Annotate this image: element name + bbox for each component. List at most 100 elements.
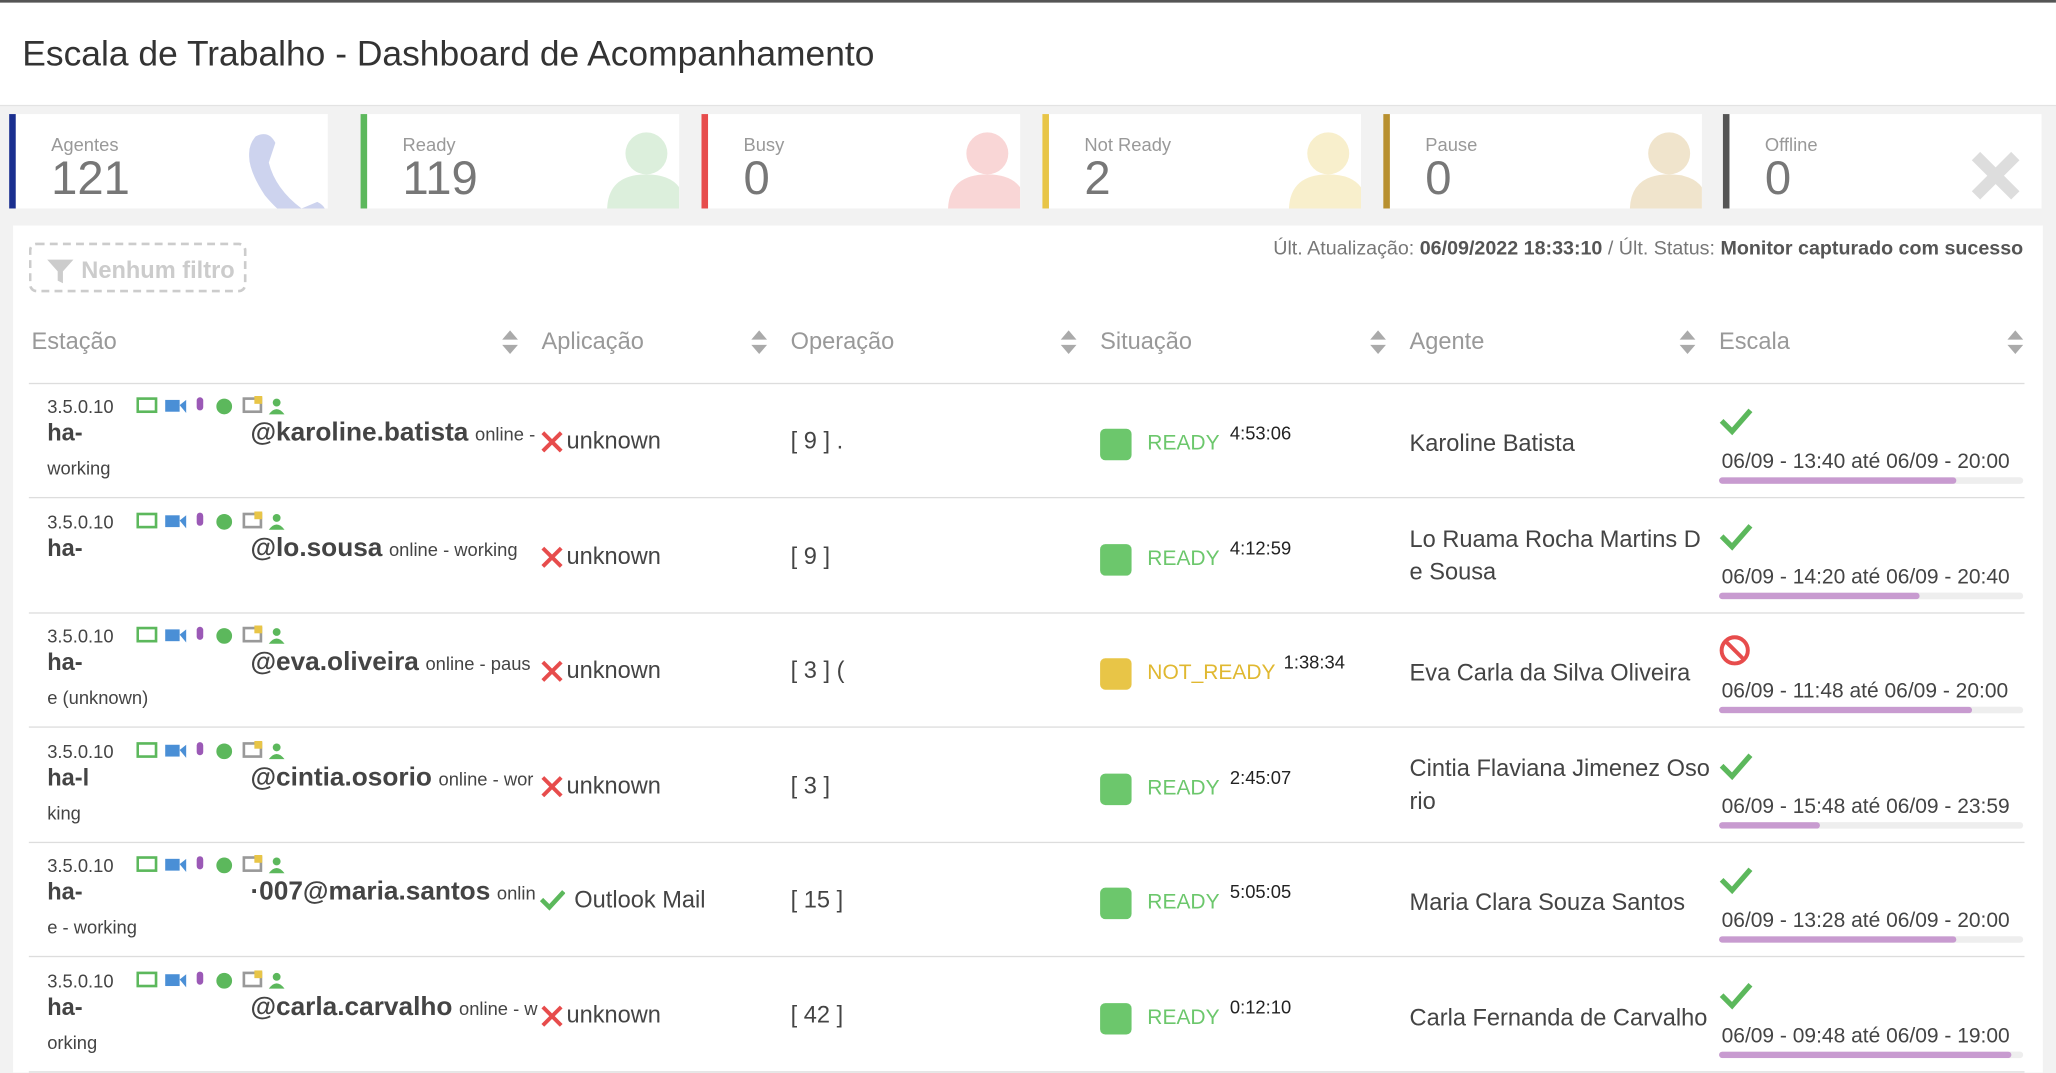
version: 3.5.0.10 — [47, 854, 114, 876]
agent: Karoline Batista — [1409, 430, 1575, 457]
sort-icon[interactable] — [1678, 328, 1696, 357]
progress-track — [1718, 1050, 2024, 1058]
station-icons — [136, 395, 285, 415]
column-header[interactable]: Agente — [1409, 327, 1485, 355]
agent: Carla Fernanda de Carvalho — [1409, 1003, 1708, 1030]
stat-card: Ready 119 — [360, 114, 680, 209]
application: unknown — [566, 1001, 661, 1028]
version: 3.5.0.10 — [47, 625, 114, 647]
station-icons — [136, 969, 285, 988]
escala-icon — [1719, 752, 1753, 780]
time: 4:12:59 — [1229, 536, 1292, 558]
situation-badge — [1100, 887, 1132, 920]
app-icon — [541, 431, 563, 453]
card-label: Busy — [743, 133, 785, 155]
progress-bar — [1718, 706, 1972, 714]
station-cell: 3.5.0.10 ha- @karoline.batista online - w… — [47, 395, 545, 494]
update-value: 06/09/2022 18:33:10 — [1419, 237, 1603, 260]
card-value: 119 — [402, 150, 478, 205]
table-row[interactable]: 3.5.0.10 ha-l @cintia.osorio online - wor… — [0, 727, 2056, 843]
station: ha- ·007@maria.santos online - working — [47, 876, 539, 944]
row-divider — [28, 955, 2025, 958]
progress-bar — [1718, 477, 1957, 484]
operation: [ 42 ] E — [790, 1001, 850, 1028]
station-icons — [136, 854, 285, 874]
escala-icon — [1719, 635, 1750, 666]
state: online - working — [388, 538, 518, 560]
agent: Lo Ruama Rocha Martins De Sousa — [1409, 525, 1701, 585]
escala: 06/09 - 14:20 até 06/09 - 20:40 — [1721, 565, 2010, 589]
sort-icon[interactable] — [1059, 328, 1077, 357]
stat-card: Agentes 121 — [9, 114, 328, 209]
stat-card: Not Ready 2 — [1042, 114, 1362, 209]
version: 3.5.0.10 — [47, 969, 114, 991]
station-icons — [136, 625, 285, 644]
sort-icon[interactable] — [2006, 328, 2024, 357]
table-row[interactable]: 3.5.0.10 ha- @carla.carvalho online - wor… — [0, 957, 2056, 1072]
time: 2:45:07 — [1229, 766, 1292, 788]
app-icon — [541, 1004, 563, 1027]
situation: NOT_READY — [1147, 662, 1276, 685]
table-row[interactable]: 3.5.0.10 ha- @karoline.batista online - w… — [0, 383, 2056, 499]
situation: READY — [1147, 432, 1220, 455]
progress-track — [1718, 477, 2024, 484]
row-divider — [28, 611, 2025, 613]
escala: 06/09 - 15:48 até 06/09 - 23:59 — [1721, 795, 2010, 818]
operation: [ 15 ] ( — [790, 886, 850, 913]
column-header[interactable]: Operação — [790, 327, 895, 355]
sort-icon[interactable] — [501, 328, 519, 357]
column-header[interactable]: Escala — [1718, 327, 1790, 355]
app-icon — [541, 546, 563, 568]
sort-icon[interactable] — [750, 328, 768, 357]
card-value: 0 — [1764, 150, 1792, 205]
column-header[interactable]: Estação — [31, 327, 117, 355]
panel — [13, 225, 2043, 1073]
header-divider — [28, 382, 2025, 385]
card-icon — [249, 134, 325, 209]
card-label: Not Ready — [1084, 133, 1172, 155]
escala-icon — [1719, 408, 1753, 436]
row-divider — [28, 841, 2025, 843]
login: ·007@maria.santos — [250, 877, 491, 907]
station: ha- @lo.sousa online - working — [47, 532, 539, 566]
situation: READY — [1147, 547, 1220, 570]
situation-badge — [1100, 772, 1132, 805]
card-label: Ready — [402, 133, 456, 155]
login: @cintia.osorio — [250, 762, 432, 792]
escala: 06/09 - 09:48 até 06/09 - 19:00 — [1721, 1024, 2010, 1047]
stat-card: Busy 0 — [701, 114, 1021, 209]
column-header[interactable]: Aplicação — [541, 327, 644, 355]
row-divider — [28, 1070, 2025, 1072]
header: Escala de Trabalho - Dashboard de Acompa… — [0, 0, 2056, 107]
progress-track — [1718, 821, 2024, 829]
station-icons — [136, 510, 285, 530]
progress-bar — [1718, 592, 1920, 599]
agent: Cintia Flaviana Jimenez Osorio — [1409, 754, 1710, 814]
table-row[interactable]: 3.5.0.10 ha- @eva.oliveira online - pause… — [0, 612, 2056, 728]
status-line: Últ. Atualização: 06/09/2022 18:33:10 / … — [1273, 237, 2023, 259]
status-sep: / Últ. Status: — [1607, 237, 1715, 260]
app-icon — [541, 775, 563, 797]
host: ha-l — [47, 763, 90, 790]
station: ha- @eva.oliveira online - pause (unknown… — [47, 646, 539, 714]
state: online - working — [47, 997, 538, 1053]
station-cell: 3.5.0.10 ha- @carla.carvalho online - wor… — [47, 969, 545, 1068]
version: 3.5.0.10 — [47, 740, 114, 762]
login: @carla.carvalho — [250, 991, 453, 1021]
app-icon — [541, 660, 563, 682]
application: unknown — [566, 771, 661, 798]
escala-icon — [1719, 523, 1753, 550]
station-icons — [136, 740, 285, 759]
time: 0:12:10 — [1229, 995, 1292, 1017]
operation: [ 3 ] ( — [790, 656, 845, 684]
column-header[interactable]: Situação — [1100, 327, 1192, 355]
sort-icon[interactable] — [1369, 328, 1387, 357]
update-label: Últ. Atualização: — [1273, 237, 1415, 260]
table-row[interactable]: 3.5.0.10 ha- @lo.sousa online - working u… — [0, 498, 2056, 613]
host: ha- — [47, 649, 83, 676]
table-row[interactable]: 3.5.0.10 ha- ·007@maria.santos online - w… — [0, 842, 2056, 958]
time: 4:53:06 — [1229, 422, 1292, 444]
filter-button[interactable]: Nenhum filtro — [28, 242, 247, 293]
card-value: 2 — [1084, 150, 1111, 205]
